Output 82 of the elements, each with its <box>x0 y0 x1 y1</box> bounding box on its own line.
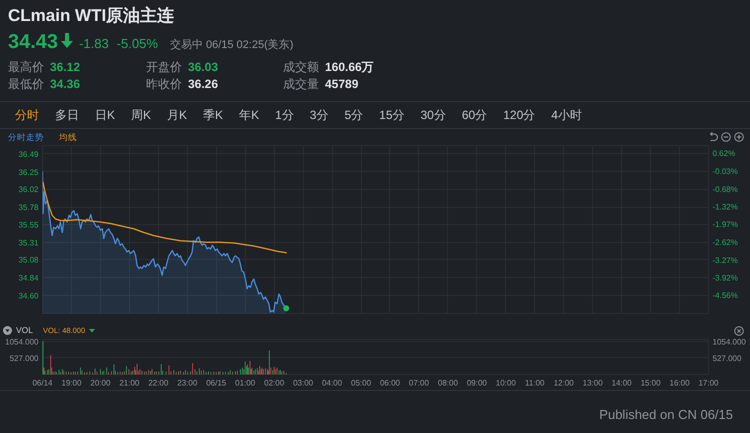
text: 多日 <box>55 108 79 123</box>
x-tick-label: 05:00 <box>351 378 372 388</box>
text: 1分 <box>275 108 294 123</box>
y-tick-label: 36.02 <box>18 185 40 194</box>
text: 120分 <box>503 108 536 123</box>
y2-tick-label: -0.68% <box>712 184 738 194</box>
x-tick-label: 09:00 <box>466 378 488 388</box>
x-tick-label: 01:00 <box>235 378 256 388</box>
text: 年K <box>239 108 260 123</box>
text: 最高价 <box>8 60 44 75</box>
text: 36.26 <box>188 77 218 92</box>
text: -5.05% <box>116 36 158 52</box>
text: 交易中 06/15 02:25(美东) <box>170 38 294 52</box>
y2-tick-label: -4.56% <box>712 291 738 300</box>
text: 日K <box>95 108 116 123</box>
x-tick-label: 06/14 <box>32 378 54 388</box>
text: 分时走势 <box>8 132 44 144</box>
x-tick-label: 13:00 <box>582 378 604 388</box>
text: 周K <box>131 108 152 123</box>
text: -1.83 <box>79 36 109 52</box>
x-tick-label: 14:00 <box>612 378 632 388</box>
y2-tick-label: 0.62% <box>712 149 736 158</box>
text: 开盘价 <box>146 60 182 75</box>
y2-tick-label: 1054.000 <box>712 337 746 346</box>
y-tick-label: 35.31 <box>18 238 40 248</box>
x-tick-label: 11:00 <box>525 378 546 388</box>
text: 34.36 <box>50 77 80 92</box>
x-tick-label: 10:00 <box>496 378 516 388</box>
x-tick-label: 15:00 <box>640 378 662 388</box>
x-tick-label: 07:00 <box>408 378 430 388</box>
text: 4小时 <box>551 108 582 123</box>
y2-tick-label: -2.62% <box>712 238 738 248</box>
x-tick-label: 03:00 <box>293 378 314 388</box>
text: 60分 <box>462 108 488 123</box>
y-tick-label: 36.49 <box>18 150 40 159</box>
text: 分时 <box>15 108 39 123</box>
x-tick-label: 06:00 <box>380 378 401 388</box>
text: 最低价 <box>8 77 44 92</box>
text: 36.03 <box>188 60 218 75</box>
x-tick-label: 19:00 <box>61 378 82 388</box>
text: 3分 <box>310 108 328 123</box>
y2-tick-label: -3.27% <box>712 256 738 265</box>
y-tick-label: 34.60 <box>18 292 40 300</box>
y-tick-label: 35.78 <box>18 203 40 212</box>
text: 昨收价 <box>146 77 182 92</box>
y-tick-label: 1054.000 <box>5 337 40 346</box>
x-tick-label: 21:00 <box>119 378 140 388</box>
text: 30分 <box>420 108 446 123</box>
text: 均线 <box>59 132 77 144</box>
x-tick-label: 23:00 <box>177 378 198 388</box>
y2-tick-label: -3.92% <box>712 274 738 283</box>
text: 月K <box>167 108 188 123</box>
text: 34.43 <box>8 31 58 54</box>
y2-tick-label: -1.97% <box>712 220 738 230</box>
x-tick-label: 17:00 <box>698 378 720 388</box>
x-tick-label: 20:00 <box>90 378 111 388</box>
y2-tick-label: -1.32% <box>712 202 738 212</box>
y2-tick-label: -0.03% <box>712 167 738 176</box>
y-tick-label: 527.000 <box>10 354 40 363</box>
text: 36.12 <box>50 60 80 75</box>
text: Published on CN 06/15 <box>599 407 733 423</box>
x-tick-label: 04:00 <box>322 378 343 388</box>
y-tick-label: 36.25 <box>18 168 40 177</box>
y-tick-label: 35.55 <box>18 220 40 230</box>
x-tick-label: 22:00 <box>148 378 169 388</box>
x-tick-label: 12:00 <box>554 378 574 388</box>
chart-title: VOL <box>16 325 34 336</box>
y-tick-label: 34.84 <box>18 274 40 282</box>
text: 季K <box>203 108 224 123</box>
text: CLmain WTI原油主连 <box>8 6 174 25</box>
y-tick-label: 35.08 <box>18 256 40 264</box>
text: 15分 <box>379 108 404 123</box>
x-tick-label: 16:00 <box>670 378 690 388</box>
x-tick-label: 08:00 <box>438 378 458 388</box>
text: 45789 <box>325 77 358 92</box>
text: 成交量 <box>283 77 319 92</box>
text: 160.66万 <box>325 60 374 75</box>
text: 5分 <box>344 108 364 123</box>
x-tick-label: 02:00 <box>264 378 285 388</box>
text: 成交额 <box>283 60 319 75</box>
x-tick-label: 06/15 <box>206 378 227 388</box>
y2-tick-label: 527.000 <box>712 354 742 363</box>
